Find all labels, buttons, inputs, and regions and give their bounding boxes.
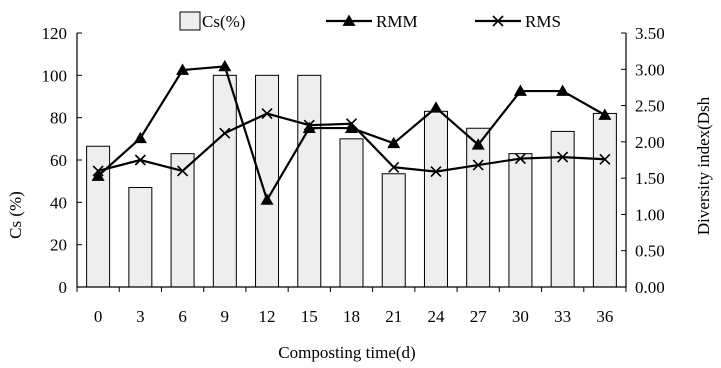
y-right-tick-label: 1.50 [635,169,665,188]
x-tick-label-21: 21 [385,307,402,326]
legend-marker-rmm [342,14,356,26]
bar-cs-6 [170,153,195,288]
bar-cs-30 [508,153,533,288]
point-rms-18 [345,118,358,130]
y-right-tick-label: 0.50 [635,242,665,261]
point-rms-30 [514,152,526,165]
y-axis-left-title: Cs (%) [6,191,25,239]
point-rms-36 [599,153,611,165]
y-left-tick-label: 0 [59,278,68,297]
point-rmm-0 [91,169,105,181]
point-rms-0 [92,165,104,177]
point-rmm-12 [260,193,274,205]
x-tick-label-36: 36 [596,307,613,326]
point-rms-12 [261,107,273,120]
x-tick-label-0: 0 [94,307,103,326]
point-rmm-30 [513,84,527,96]
point-rmm-15 [302,121,316,133]
bar-cs-36 [592,112,617,288]
bar-cs-9 [212,74,237,288]
point-rms-27 [472,159,484,171]
bar-cs-24 [423,110,448,288]
x-tick-label-24: 24 [427,307,445,326]
y-left-tick-label: 100 [42,66,68,85]
point-rms-33 [557,151,569,163]
bar-cs-12 [255,74,280,288]
y-left-tick-label: 80 [50,109,67,128]
x-tick-label-15: 15 [301,307,318,326]
legend-swatch-cs [179,11,201,31]
x-tick-label-9: 9 [221,307,230,326]
legend: Cs(%) RMM RMS [179,11,561,31]
y-left-tick-label: 120 [42,24,68,43]
point-rmm-27 [471,138,485,150]
legend-label-cs: Cs(%) [202,12,245,31]
point-rmm-33 [556,84,570,96]
point-rmm-21 [387,136,401,149]
bar-cs-18 [339,138,364,288]
y-right-tick-label: 2.00 [635,133,665,152]
point-rmm-24 [429,101,443,113]
y-right-tick-label: 3.50 [635,24,665,43]
y-left-tick-label: 60 [50,151,67,170]
point-rmm-9 [218,59,232,72]
point-rms-9 [219,127,231,139]
bar-cs-3 [128,187,153,288]
point-rmm-3 [133,131,147,144]
legend-label-rms: RMS [525,12,561,31]
point-rms-24 [430,166,442,178]
x-tick-label-12: 12 [259,307,276,326]
y-left-tick-label: 20 [50,236,67,255]
y-right-tick-label: 1.00 [635,205,665,224]
x-tick-label-3: 3 [136,307,145,326]
legend-label-rmm: RMM [376,12,418,31]
x-tick-label-6: 6 [178,307,187,326]
point-rms-21 [388,161,400,173]
y-right-tick-label: 3.00 [635,60,665,79]
y-left-tick-label: 40 [50,193,67,212]
point-rms-3 [134,154,146,166]
legend-marker-rms [492,15,504,27]
plot-area: 0204060801001200.000.501.001.502.002.503… [42,24,665,326]
x-axis-title: Composting time(d) [278,343,415,362]
bar-cs-21 [381,173,406,288]
bar-cs-33 [550,130,575,288]
bar-cs-15 [297,74,322,288]
point-rmm-18 [345,121,358,133]
x-tick-label-27: 27 [470,307,488,326]
y-right-tick-label: 0.00 [635,278,665,297]
point-rms-6 [177,165,189,177]
point-rmm-6 [176,63,190,75]
x-tick-label-33: 33 [554,307,571,326]
y-axis-right-title: Diversity index(Dsh [694,96,713,235]
point-rmm-36 [598,108,612,120]
bar-cs-27 [466,127,491,288]
x-tick-label-18: 18 [343,307,360,326]
y-right-tick-label: 2.50 [635,97,665,116]
point-rms-15 [303,119,315,131]
x-tick-label-30: 30 [512,307,529,326]
